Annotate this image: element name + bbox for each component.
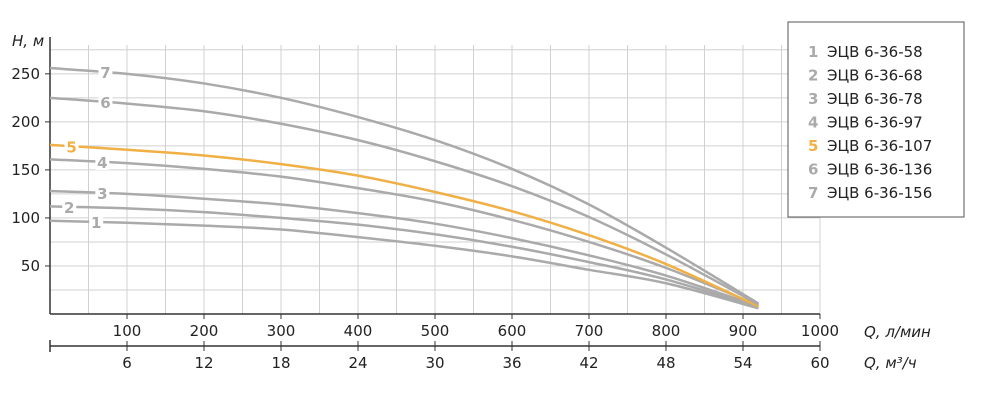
- tick-labels: 50 100 150 200 250 100 200 300 400 500 600 700 800 90…: [11, 65, 839, 372]
- curve-label-7: 7: [100, 64, 110, 82]
- y-tick-label: 250: [11, 65, 40, 83]
- legend-label: ЭЦВ 6-36-68: [827, 67, 923, 85]
- legend-item: 1 ЭЦВ 6-36-58: [808, 43, 923, 61]
- legend-label: ЭЦВ 6-36-97: [827, 114, 923, 132]
- legend-item: 6 ЭЦВ 6-36-136: [808, 161, 932, 179]
- curve-6: [49, 96, 759, 306]
- y-tick-label: 50: [21, 257, 40, 275]
- x2-tick-label: 60: [810, 354, 829, 372]
- legend-number: 4: [808, 114, 818, 132]
- x-tick-label: 400: [344, 322, 373, 340]
- curve-label-bg: [64, 137, 79, 155]
- x2-axis-title: Q, м³/ч: [864, 354, 917, 372]
- x-tick-label: 600: [498, 322, 527, 340]
- curve-4: [49, 158, 759, 307]
- curve-label-1: 1: [91, 214, 101, 232]
- legend-label: ЭЦВ 6-36-156: [827, 184, 932, 202]
- x-axis-title: Q, л/мин: [864, 323, 931, 341]
- x2-tick-label: 24: [348, 354, 367, 372]
- curve-labels: 12 3 4 5 6 7: [62, 63, 113, 232]
- curve-2: [49, 205, 759, 309]
- legend-number: 1: [808, 43, 818, 61]
- y-tick-label: 200: [11, 113, 40, 131]
- x2-tick-label: 6: [122, 354, 132, 372]
- x2-tick-label: 48: [656, 354, 675, 372]
- x-tick-label: 500: [421, 322, 450, 340]
- legend-number: 3: [808, 90, 818, 108]
- legend-box: [787, 21, 965, 218]
- x-tick-label: 100: [113, 322, 142, 340]
- x-tick-label: 1000: [801, 322, 839, 340]
- curves: [49, 66, 760, 310]
- curve-label-bg: [95, 183, 110, 201]
- x-tick-label: 900: [729, 322, 758, 340]
- x2-tick-label: 12: [194, 354, 213, 372]
- x-tick-label: 800: [652, 322, 681, 340]
- legend-item: 3 ЭЦВ 6-36-78: [808, 90, 923, 108]
- legend-label: ЭЦВ 6-36-58: [827, 43, 923, 61]
- x2-tick-label: 42: [579, 354, 598, 372]
- legend-label: ЭЦВ 6-36-78: [827, 90, 923, 108]
- curve-label-3: 3: [97, 185, 107, 203]
- axes: [45, 37, 821, 352]
- legend-item: 2 ЭЦВ 6-36-68: [808, 67, 923, 85]
- x2-tick-label: 36: [502, 354, 521, 372]
- curve-label-bg: [95, 152, 110, 170]
- x-tick-label: 700: [575, 322, 604, 340]
- curve-label-5: 5: [66, 138, 76, 156]
- y-tick-label: 150: [11, 161, 40, 179]
- curve-label-bg: [98, 92, 113, 110]
- curve-3: [49, 189, 759, 308]
- x2-tick-label: 54: [733, 354, 752, 372]
- curve-7: [49, 66, 760, 305]
- curve-1: [49, 219, 759, 310]
- x-tick-label: 300: [267, 322, 296, 340]
- curve-label-bg: [98, 63, 113, 81]
- x2-tick-label: 18: [271, 354, 290, 372]
- curve-5: [49, 143, 759, 308]
- legend-item: 7 ЭЦВ 6-36-156: [808, 184, 932, 202]
- curve-label-4: 4: [97, 154, 107, 172]
- legend: 1 ЭЦВ 6-36-58 2 ЭЦВ 6-36-68 3 ЭЦВ 6-36-78 4 ЭЦВ…: [787, 21, 965, 218]
- legend-label: ЭЦВ 6-36-107: [827, 137, 932, 155]
- legend-label: ЭЦВ 6-36-136: [827, 161, 932, 179]
- legend-item: 5 ЭЦВ 6-36-107: [808, 137, 932, 155]
- curve-label-bg: [89, 212, 104, 230]
- x-tick-label: 200: [190, 322, 219, 340]
- curve-label-6: 6: [100, 94, 110, 112]
- y-axis-title: H, м: [12, 32, 44, 50]
- legend-number: 7: [808, 184, 818, 202]
- legend-number: 5: [808, 137, 818, 155]
- legend-item: 4 ЭЦВ 6-36-97: [808, 114, 923, 132]
- legend-number: 2: [808, 67, 818, 85]
- x2-tick-label: 30: [425, 354, 444, 372]
- curve-label-bg: [62, 197, 77, 215]
- curve-label-2: 2: [64, 199, 74, 217]
- y-tick-label: 100: [11, 209, 40, 227]
- legend-number: 6: [808, 161, 818, 179]
